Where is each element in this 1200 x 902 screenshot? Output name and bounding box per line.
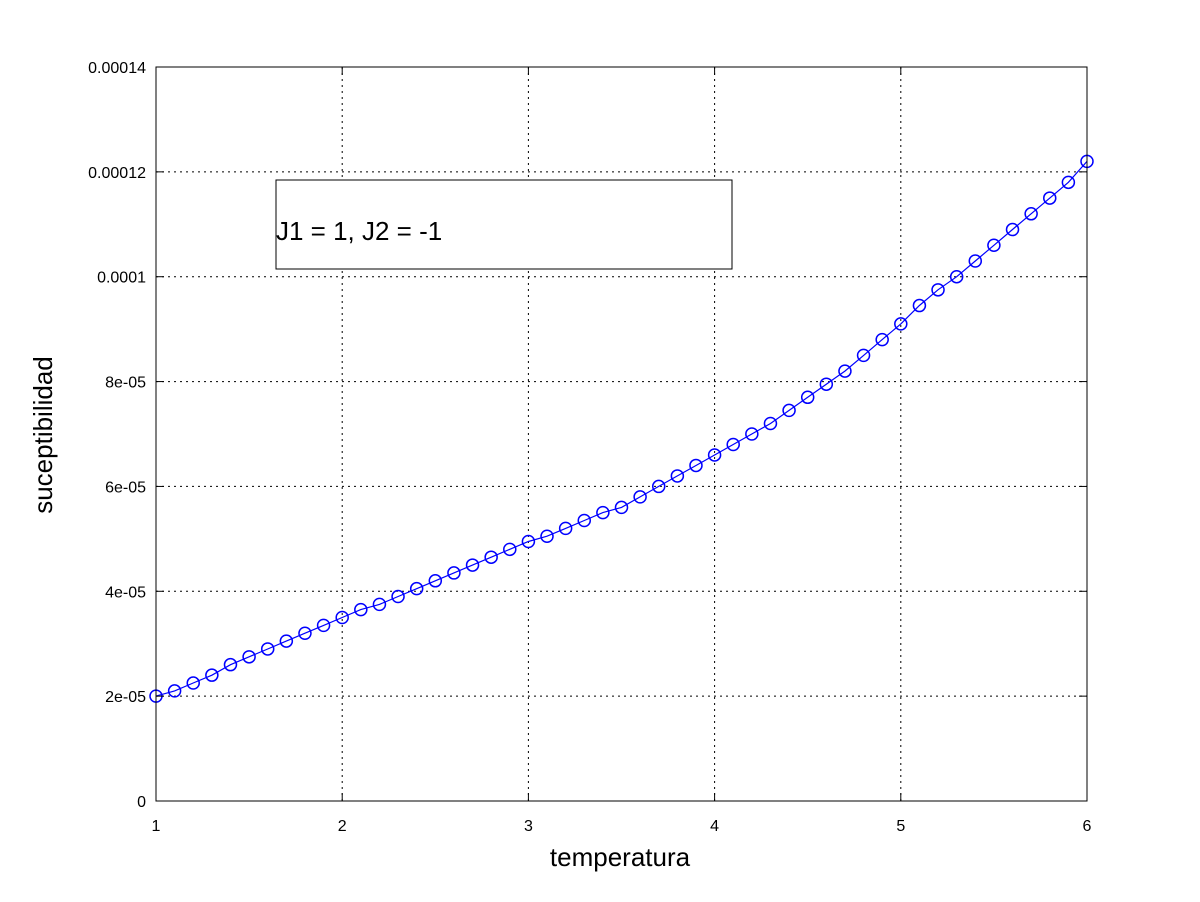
data-point	[670, 469, 685, 483]
data-point	[260, 642, 275, 656]
legend-box	[275, 179, 733, 270]
y-tick-label: 0.0001	[97, 270, 146, 287]
data-point	[596, 505, 610, 520]
data-point	[1005, 222, 1020, 237]
data-point	[223, 657, 238, 672]
data-point	[968, 254, 983, 268]
y-tick-label: 0.00014	[88, 60, 146, 77]
data-point	[800, 390, 815, 405]
data-point	[894, 317, 908, 331]
data-point	[354, 602, 368, 617]
data-point	[372, 597, 387, 612]
data-point	[447, 566, 461, 580]
data-point	[949, 269, 964, 284]
x-tick-label: 6	[1083, 818, 1092, 835]
x-axis-title: temperatura	[550, 842, 691, 872]
x-tick-label: 5	[896, 818, 905, 835]
data-point	[707, 448, 722, 462]
data-point	[465, 558, 480, 572]
data-point	[819, 377, 834, 391]
data-point	[651, 479, 666, 494]
data-point	[391, 589, 405, 604]
data-point	[931, 283, 945, 297]
grid	[156, 67, 1087, 801]
x-tick-label: 4	[710, 818, 719, 835]
data-point	[540, 529, 554, 543]
data-point	[838, 364, 852, 378]
data-point	[745, 427, 759, 441]
data-point	[335, 610, 349, 625]
axis-ticks: 1 2 3 4 5 6 0 2e-05 4e-05 6e-05 8e-05 0.0001 0.00012…	[88, 60, 1091, 835]
legend-annotation: J1 = 1, J2 = -1	[276, 216, 442, 246]
data-point	[558, 521, 573, 536]
data-point	[987, 238, 1001, 253]
data-point	[409, 581, 424, 596]
data-point	[484, 550, 498, 564]
y-tick-label: 8e-05	[105, 375, 146, 392]
data-point	[782, 403, 796, 418]
data-point	[298, 626, 312, 640]
x-tick-label: 2	[338, 818, 347, 835]
x-tick-label: 3	[524, 818, 533, 835]
data-point	[1043, 191, 1057, 205]
data-point	[205, 668, 219, 682]
data-point	[242, 650, 256, 664]
y-tick-label: 0.00012	[88, 165, 146, 182]
data-point	[726, 437, 740, 452]
y-tick-label: 4e-05	[105, 584, 146, 601]
y-tick-label: 0	[137, 794, 146, 811]
data-point	[763, 416, 778, 431]
data-point	[279, 634, 294, 648]
data-point	[577, 513, 592, 528]
series-line	[155, 161, 1088, 697]
plot-frame	[155, 66, 1088, 802]
data-point	[912, 298, 927, 313]
data-point	[186, 676, 200, 690]
data-point	[1024, 207, 1038, 221]
data-point	[521, 534, 536, 549]
data-point	[856, 348, 871, 363]
data-point	[1061, 175, 1076, 190]
y-tick-label: 6e-05	[105, 479, 146, 496]
x-tick-label: 1	[152, 818, 161, 835]
data-point	[316, 618, 331, 633]
data-point	[167, 684, 182, 698]
y-tick-label: 2e-05	[105, 689, 146, 706]
data-point	[875, 332, 889, 347]
data-point	[503, 542, 517, 557]
data-point	[689, 458, 703, 473]
y-axis-title: suceptibilidad	[28, 356, 58, 514]
data-point	[633, 490, 647, 504]
data-point	[614, 500, 629, 515]
legend: J1 = 1, J2 = -1	[275, 179, 733, 270]
data-point	[428, 574, 443, 588]
